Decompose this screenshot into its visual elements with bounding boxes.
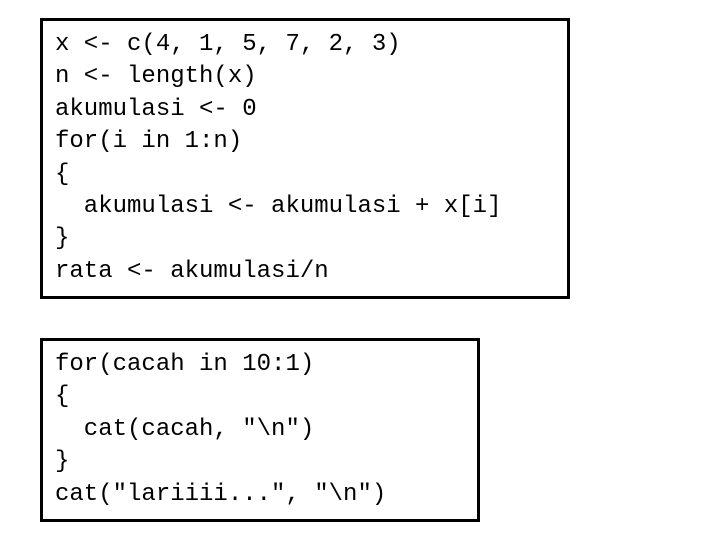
code-block-2: for(cacah in 10:1) { cat(cacah, "\n") } … bbox=[40, 338, 480, 522]
code-block-1: x <- c(4, 1, 5, 7, 2, 3) n <- length(x) … bbox=[40, 18, 570, 299]
code-block-2-text: for(cacah in 10:1) { cat(cacah, "\n") } … bbox=[55, 349, 465, 511]
code-block-1-text: x <- c(4, 1, 5, 7, 2, 3) n <- length(x) … bbox=[55, 29, 555, 288]
